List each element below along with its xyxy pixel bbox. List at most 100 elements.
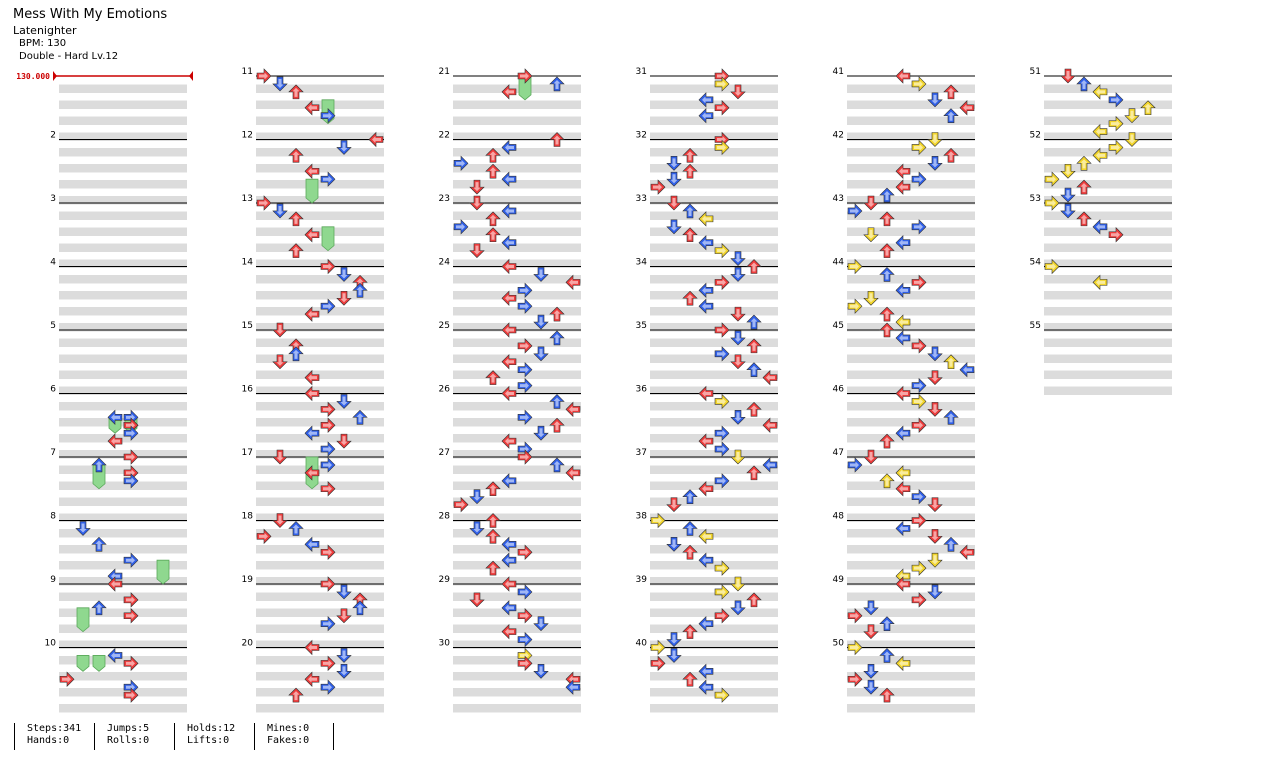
beat-band — [847, 402, 975, 411]
step-arrow — [123, 687, 139, 703]
step-arrow — [895, 179, 911, 195]
beat-band — [847, 513, 975, 522]
step-arrow — [847, 457, 863, 473]
beat-band — [59, 481, 187, 490]
measure-number: 55 — [1030, 321, 1041, 331]
measure-number: 24 — [439, 258, 451, 268]
measure-number: 50 — [833, 639, 845, 649]
measure-number: 3 — [50, 194, 56, 204]
beat-band — [256, 370, 384, 379]
beat-band — [453, 227, 581, 236]
step-arrow — [123, 655, 139, 672]
measure-number: 41 — [833, 67, 844, 77]
step-arrow — [927, 346, 943, 362]
step-arrow — [1108, 227, 1124, 243]
beat-band — [453, 291, 581, 300]
beat-band — [650, 307, 778, 316]
step-arrow — [256, 68, 272, 84]
step-arrow — [879, 433, 895, 449]
step-arrow — [730, 410, 746, 425]
step-arrow — [895, 655, 911, 672]
beat-band — [453, 116, 581, 125]
beat-band — [650, 227, 778, 236]
step-arrow — [730, 84, 746, 100]
beat-band — [59, 180, 187, 189]
beat-band — [847, 323, 975, 332]
step-arrow — [698, 282, 714, 299]
beat-band — [453, 211, 581, 220]
step-arrow — [304, 536, 320, 553]
beat-band — [453, 243, 581, 252]
step-arrow — [682, 489, 698, 504]
beat-band — [650, 180, 778, 189]
step-arrow — [666, 195, 682, 211]
beat-band — [59, 497, 187, 506]
step-arrow — [501, 322, 517, 338]
step-arrow — [304, 369, 320, 386]
step-arrow — [1108, 92, 1124, 108]
measure-number: 29 — [439, 575, 451, 585]
step-arrow — [565, 679, 581, 695]
step-arrow — [1092, 123, 1108, 140]
step-arrow — [533, 664, 549, 679]
beat-band — [650, 704, 778, 713]
step-arrow — [714, 608, 730, 624]
step-arrow — [107, 647, 123, 664]
step-arrow — [714, 139, 730, 156]
step-arrow — [501, 536, 517, 553]
staff-lines — [59, 75, 1172, 713]
beat-band — [650, 338, 778, 347]
step-arrow — [895, 481, 911, 497]
measure-number: 28 — [439, 512, 451, 522]
beat-band — [256, 84, 384, 93]
beat-band — [59, 307, 187, 316]
beat-band — [453, 465, 581, 474]
step-arrow — [549, 457, 565, 473]
step-arrow — [1060, 163, 1076, 179]
measure-number: 31 — [636, 67, 647, 77]
step-arrow — [666, 497, 682, 513]
step-arrow — [320, 481, 336, 497]
step-arrow — [698, 298, 714, 314]
step-arrow — [288, 211, 304, 227]
beat-band — [453, 386, 581, 395]
step-arrow — [304, 306, 320, 322]
step-arrow — [123, 592, 139, 608]
step-arrow — [549, 330, 565, 346]
bpm-marker: 130.000 — [16, 71, 193, 81]
step-arrow — [501, 433, 517, 449]
step-arrow — [927, 552, 943, 568]
step-arrow — [1044, 195, 1060, 211]
step-arrow — [123, 425, 139, 441]
step-arrow — [517, 608, 533, 624]
step-arrow — [895, 163, 911, 179]
bpm-end-tick — [189, 71, 193, 81]
beat-band — [847, 180, 975, 189]
beat-band — [1044, 338, 1172, 347]
beat-band — [1044, 211, 1172, 220]
beat-band — [59, 656, 187, 665]
beat-band — [847, 577, 975, 586]
step-arrow — [501, 290, 517, 306]
step-arrow — [863, 679, 879, 695]
beat-band — [650, 624, 778, 633]
beat-band — [59, 211, 187, 220]
step-arrow — [682, 290, 698, 306]
step-arrow — [320, 401, 336, 418]
step-arrow — [533, 314, 549, 330]
beat-band — [847, 370, 975, 379]
beat-band — [256, 116, 384, 125]
beat-band — [847, 434, 975, 443]
step-arrow — [666, 648, 682, 663]
beat-band — [59, 450, 187, 459]
step-arrow — [272, 354, 288, 370]
measure-number: 37 — [636, 448, 647, 458]
step-arrow — [123, 449, 139, 465]
beat-band — [650, 354, 778, 363]
step-arrow — [847, 639, 863, 656]
step-arrow — [304, 385, 320, 402]
step-arrow — [1092, 147, 1108, 164]
step-arrow — [746, 465, 762, 481]
step-arrow — [927, 132, 943, 147]
step-arrow — [666, 219, 682, 235]
